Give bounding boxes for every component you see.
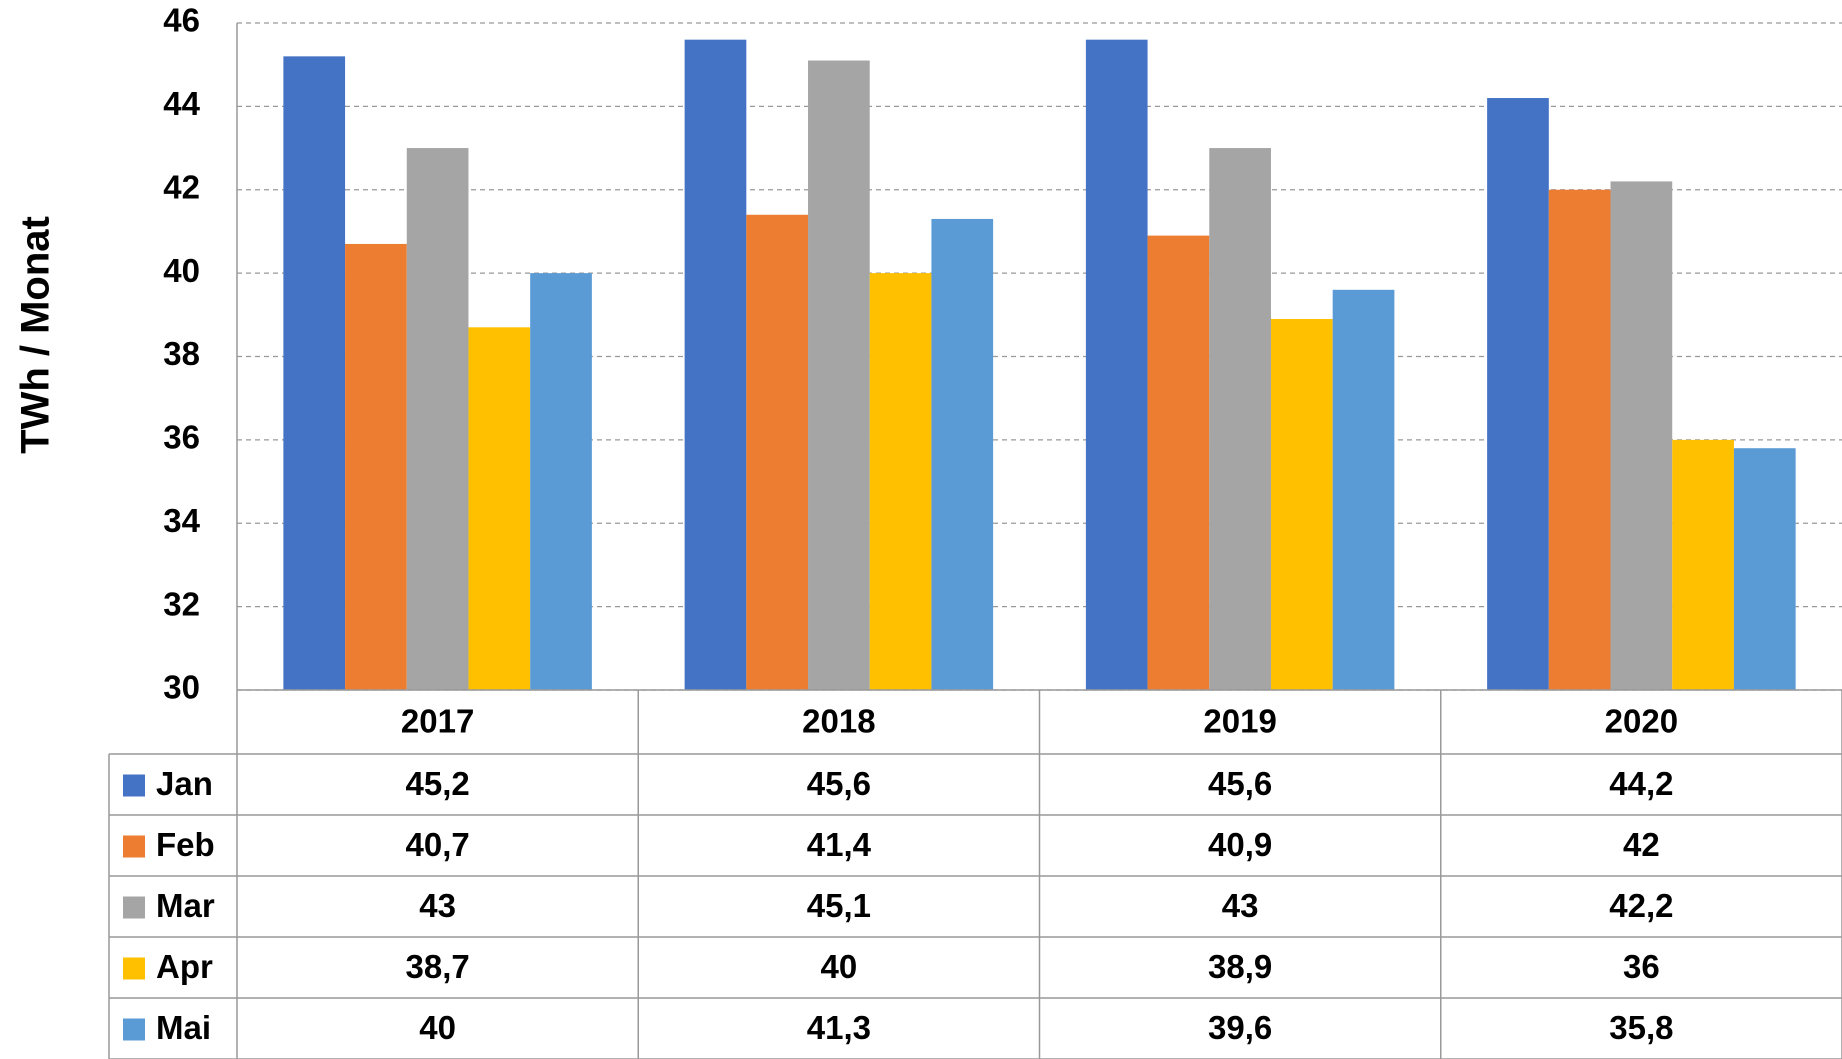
bar — [1672, 439, 1734, 690]
bar — [684, 39, 747, 691]
bar — [1487, 98, 1549, 691]
y-tick-label: 46 — [163, 2, 200, 39]
table-value: 40 — [419, 1009, 456, 1046]
legend-swatch — [123, 835, 145, 858]
table-value: 40,9 — [1208, 826, 1272, 863]
x-tick-label: 2017 — [401, 703, 474, 740]
table-value: 41,3 — [807, 1009, 871, 1046]
table-value: 35,8 — [1609, 1009, 1673, 1046]
y-tick-label: 38 — [163, 335, 200, 372]
table-value: 43 — [419, 887, 456, 924]
legend-swatch — [123, 774, 145, 797]
bar — [869, 273, 932, 690]
table-value: 45,6 — [807, 765, 871, 802]
table-value: 40,7 — [406, 826, 470, 863]
bar — [1270, 318, 1333, 690]
bar — [283, 56, 346, 691]
bar — [1085, 39, 1148, 691]
legend-label: Jan — [156, 765, 213, 802]
y-tick-label: 36 — [163, 419, 200, 456]
bar — [1209, 148, 1271, 690]
bar — [1610, 181, 1673, 690]
y-axis-title: TWh / Monat — [14, 216, 58, 454]
legend-swatch — [123, 957, 145, 980]
legend-swatch — [123, 896, 145, 919]
bar — [1332, 289, 1395, 690]
x-tick-label: 2018 — [802, 703, 875, 740]
table-value: 36 — [1623, 948, 1660, 985]
legend-label: Feb — [156, 826, 215, 863]
y-tick-label: 44 — [163, 85, 200, 122]
legend-label: Apr — [156, 948, 213, 985]
y-tick-label: 30 — [163, 669, 200, 706]
bar — [931, 218, 994, 690]
bar — [345, 243, 407, 690]
table-value: 41,4 — [807, 826, 872, 863]
table-value: 45,2 — [406, 765, 470, 802]
table-value: 44,2 — [1609, 765, 1673, 802]
bar — [808, 60, 870, 691]
table-value: 43 — [1222, 887, 1259, 924]
bar — [406, 148, 469, 690]
table-value: 38,7 — [406, 948, 470, 985]
table-value: 39,6 — [1208, 1009, 1272, 1046]
table-value: 45,1 — [807, 887, 871, 924]
bar — [746, 214, 809, 690]
y-tick-label: 34 — [163, 502, 200, 539]
x-tick-label: 2019 — [1203, 703, 1276, 740]
y-tick-label: 40 — [163, 252, 200, 289]
bar — [1733, 448, 1796, 690]
table-value: 45,6 — [1208, 765, 1272, 802]
table-value: 42,2 — [1609, 887, 1673, 924]
table-value: 40 — [821, 948, 858, 985]
bar — [1147, 235, 1210, 690]
bar — [530, 273, 592, 690]
legend-label: Mai — [156, 1009, 211, 1046]
legend-swatch — [123, 1018, 145, 1041]
table-value: 42 — [1623, 826, 1660, 863]
table-value: 38,9 — [1208, 948, 1272, 985]
y-tick-label: 42 — [163, 168, 200, 205]
x-tick-label: 2020 — [1605, 703, 1678, 740]
y-tick-label: 32 — [163, 585, 200, 622]
legend-label: Mar — [156, 887, 215, 924]
bar — [1548, 189, 1611, 690]
bar — [468, 327, 531, 690]
